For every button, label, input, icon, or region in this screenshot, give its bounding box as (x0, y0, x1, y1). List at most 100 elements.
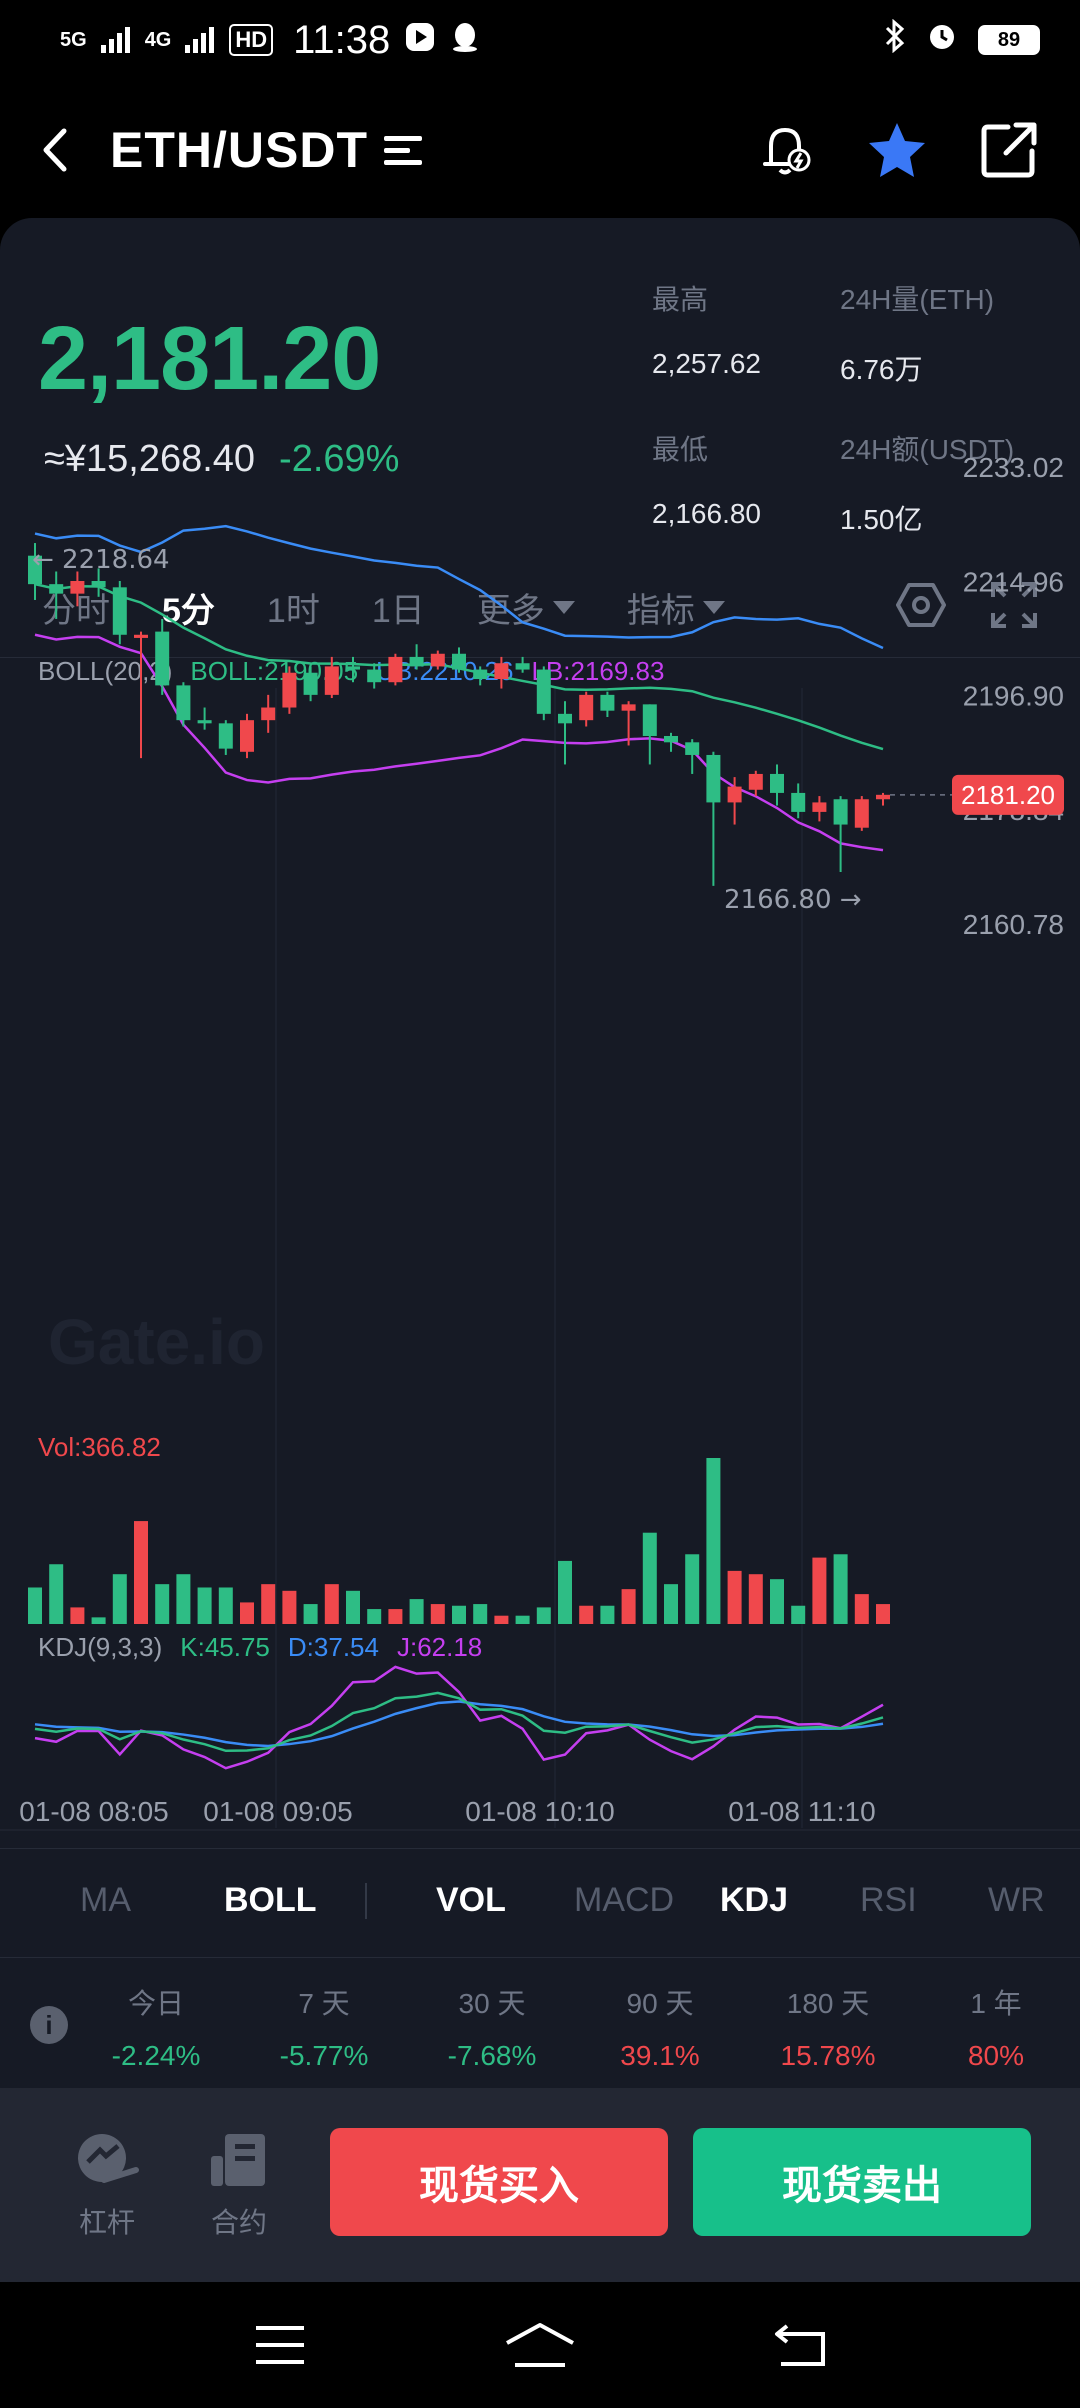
leverage-button[interactable]: 杠杆 (62, 2132, 152, 2241)
volume-bar (664, 1584, 678, 1624)
back-arrow-icon[interactable] (40, 120, 80, 180)
battery-indicator: 89 (978, 25, 1040, 55)
volume-bar (176, 1574, 191, 1624)
candle-body (324, 666, 339, 695)
perf-value: -5.77% (279, 2040, 369, 2071)
candle-body (812, 802, 827, 812)
boll-upper-line (34, 524, 884, 650)
last-price: 2,181.20 (38, 309, 381, 409)
perf-1y: 1 年 80% (916, 1982, 1076, 2072)
perf-label: 30 天 (458, 1988, 526, 2019)
tab-timeframe-1d[interactable]: 1日 (371, 592, 425, 630)
stat-volume-value: 6.76万 (840, 354, 923, 385)
chart-settings-icon[interactable] (896, 582, 946, 633)
info-icon[interactable]: i (30, 2006, 68, 2044)
more-timeframes-dropdown[interactable]: 更多 (477, 583, 575, 632)
y-tick-label: 2233.02 (963, 452, 1064, 483)
tab-kdj[interactable]: KDJ (720, 1881, 789, 1919)
back-nav-icon[interactable] (760, 2315, 840, 2375)
spot-buy-button[interactable]: 现货买入 (330, 2128, 668, 2236)
signal-5g: 5G (60, 29, 87, 51)
perf-value: 80% (967, 2040, 1025, 2071)
volume-bar (833, 1554, 848, 1624)
stat-amount: 24H额(USDT) 1.50亿 (840, 428, 1014, 538)
menu-nav-icon[interactable] (240, 2315, 320, 2375)
volume-bar (494, 1615, 509, 1624)
volume-bar (812, 1557, 827, 1624)
tab-wr[interactable]: WR (988, 1881, 1045, 1919)
kdj-j-line (34, 1665, 884, 1770)
signal-bars-icon (100, 18, 131, 63)
volume-bar (558, 1560, 572, 1624)
stat-low-value: 2,166.80 (652, 498, 761, 529)
kdj-lines (34, 1665, 884, 1770)
home-nav-icon[interactable] (500, 2315, 580, 2375)
tab-timeframe-5m[interactable]: 5分 (162, 592, 215, 630)
kline-chart[interactable]: Gate.io 2233.022214.962196.902178.842160… (0, 218, 1080, 1848)
stat-high-label: 最高 (652, 284, 709, 315)
favorite-star-icon[interactable] (866, 119, 928, 181)
candle-body (494, 663, 509, 680)
pair-title[interactable]: ETH/USDT (110, 122, 368, 178)
candle-body (833, 799, 848, 825)
kdj-d-value: D:37.54 (287, 1632, 379, 1662)
candle-body (430, 653, 445, 667)
tab-vol[interactable]: VOL (436, 1881, 506, 1919)
volume-bar (49, 1564, 64, 1624)
header-actions (754, 119, 1040, 181)
tab-ma[interactable]: MA (80, 1881, 131, 1919)
min-price-marker: 2166.80 → (724, 885, 862, 915)
more-timeframes-label: 更多 (476, 592, 545, 630)
x-tick-label: 01-08 10:10 (465, 1796, 614, 1827)
volume-bar (409, 1599, 424, 1624)
contract-icon (211, 2134, 265, 2186)
tab-boll[interactable]: BOLL (224, 1881, 317, 1919)
volume-bar (473, 1604, 488, 1624)
kdj-legend: KDJ(9,3,3) K:45.75 D:37.54 J:62.18 (38, 1632, 482, 1663)
perf-7d: 7 天 -5.77% (244, 1982, 404, 2072)
signal-4g: 4G (144, 29, 172, 51)
share-icon[interactable] (978, 119, 1040, 181)
stat-low: 最低 2,166.80 (652, 428, 761, 530)
perf-label: 90 天 (626, 1988, 694, 2019)
kdj-j-value: J:62.18 (396, 1632, 483, 1662)
chart-grid (0, 688, 1080, 1831)
fullscreen-icon[interactable] (990, 581, 1038, 634)
volume-bar (303, 1604, 318, 1624)
volume-bar (112, 1574, 127, 1624)
candle-body (706, 754, 721, 803)
volume-bar (727, 1570, 742, 1624)
volume-bar (155, 1584, 170, 1624)
volume-bar (28, 1587, 42, 1624)
tab-timeframe-1h[interactable]: 1时 (266, 592, 320, 630)
status-left: 5G 4G HD 11:38 (60, 18, 480, 63)
price-alert-bell-icon[interactable] (754, 119, 816, 181)
candle-body (134, 634, 148, 638)
stat-high: 最高 2,257.62 (652, 278, 761, 380)
pair-list-icon[interactable] (384, 130, 424, 170)
price-change: -2.69% (279, 438, 400, 480)
gate-watermark: Gate.io (48, 1306, 265, 1378)
candle-body (770, 773, 784, 793)
contract-button[interactable]: 合约 (194, 2132, 284, 2241)
stat-volume-label: 24H量(ETH) (840, 284, 995, 315)
contract-label: 合约 (210, 2207, 267, 2238)
tab-timeframe-line[interactable]: 分时 (42, 592, 110, 630)
spot-sell-button[interactable]: 现货卖出 (693, 2128, 1031, 2236)
stat-low-label: 最低 (652, 434, 709, 465)
indicator-dropdown[interactable]: 指标 (627, 583, 725, 632)
candle-body (346, 666, 360, 670)
candle-body (515, 663, 530, 670)
x-tick-label: 01-08 09:05 (203, 1796, 352, 1827)
price-sub: ≈¥15,268.40 -2.69% (44, 438, 399, 481)
indicator-tabs: MA BOLL VOL MACD KDJ RSI WR (0, 1848, 1080, 1958)
perf-label: 今日 (127, 1988, 184, 2019)
candle-body (748, 773, 763, 790)
tab-rsi[interactable]: RSI (860, 1881, 917, 1919)
tab-macd[interactable]: MACD (574, 1881, 675, 1919)
volume-bar (600, 1605, 615, 1624)
volume-bar (791, 1605, 806, 1624)
qq-icon (450, 18, 480, 63)
volume-bar (430, 1604, 445, 1624)
